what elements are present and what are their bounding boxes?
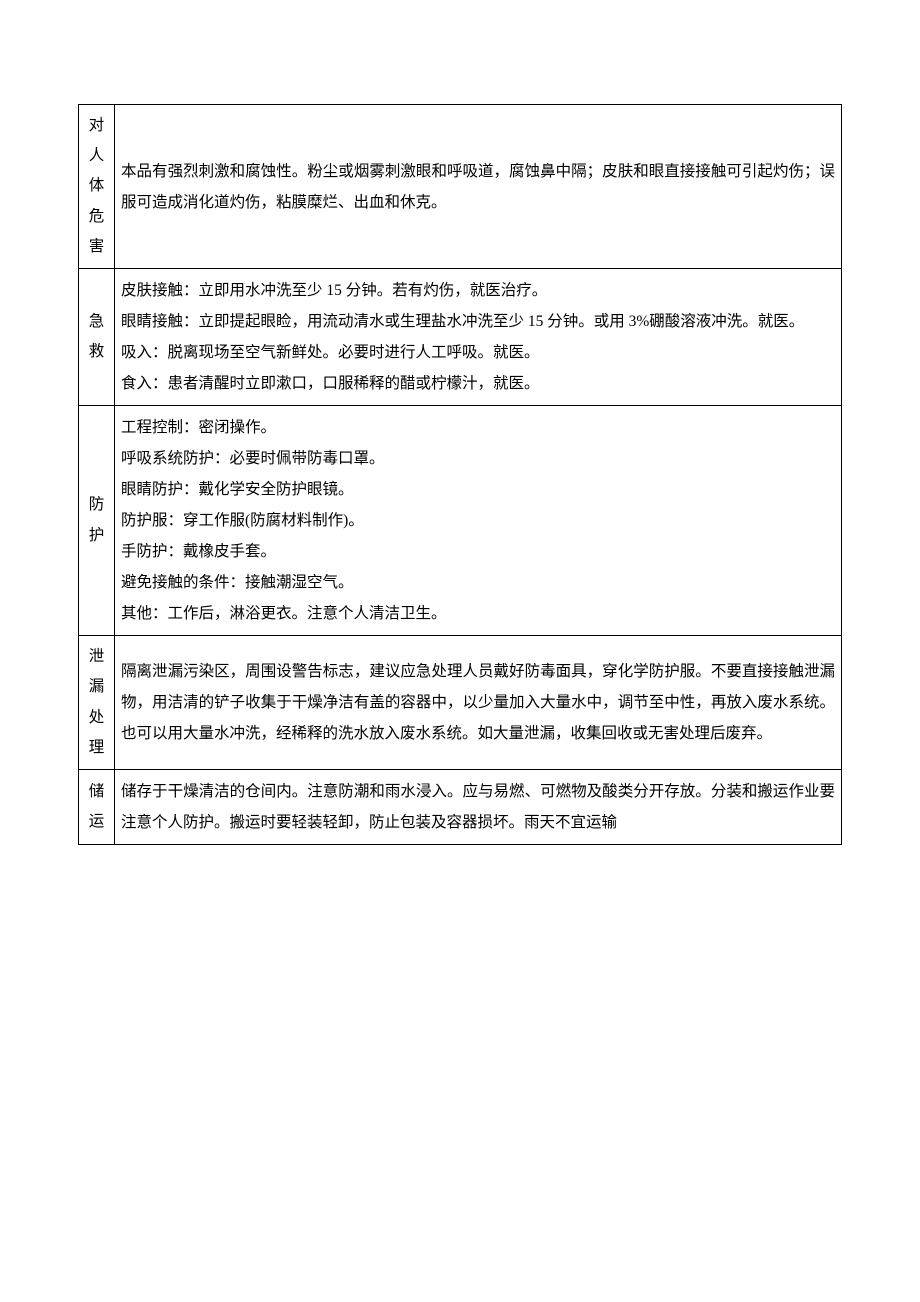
- row-content-storage: 储存于干燥清洁的仓间内。注意防潮和雨水浸入。应与易燃、可燃物及酸类分开存放。分装…: [115, 769, 842, 844]
- safety-table: 对人体危害 本品有强烈刺激和腐蚀性。粉尘或烟雾刺激眼和呼吸道，腐蚀鼻中隔；皮肤和…: [78, 104, 842, 845]
- row-label-leak: 泄漏处理: [79, 636, 115, 770]
- row-label-storage: 储运: [79, 769, 115, 844]
- row-label-hazard: 对人体危害: [79, 105, 115, 269]
- row-content-hazard: 本品有强烈刺激和腐蚀性。粉尘或烟雾刺激眼和呼吸道，腐蚀鼻中隔；皮肤和眼直接接触可…: [115, 105, 842, 269]
- row-content-firstaid: 皮肤接触：立即用水冲洗至少 15 分钟。若有灼伤，就医治疗。 眼睛接触：立即提起…: [115, 269, 842, 406]
- table-row: 泄漏处理 隔离泄漏污染区，周围设警告标志，建议应急处理人员戴好防毒面具，穿化学防…: [79, 636, 842, 770]
- row-label-protection: 防护: [79, 406, 115, 636]
- table-row: 对人体危害 本品有强烈刺激和腐蚀性。粉尘或烟雾刺激眼和呼吸道，腐蚀鼻中隔；皮肤和…: [79, 105, 842, 269]
- row-content-leak: 隔离泄漏污染区，周围设警告标志，建议应急处理人员戴好防毒面具，穿化学防护服。不要…: [115, 636, 842, 770]
- table-row: 储运 储存于干燥清洁的仓间内。注意防潮和雨水浸入。应与易燃、可燃物及酸类分开存放…: [79, 769, 842, 844]
- table-body: 对人体危害 本品有强烈刺激和腐蚀性。粉尘或烟雾刺激眼和呼吸道，腐蚀鼻中隔；皮肤和…: [79, 105, 842, 845]
- document-page: 对人体危害 本品有强烈刺激和腐蚀性。粉尘或烟雾刺激眼和呼吸道，腐蚀鼻中隔；皮肤和…: [0, 0, 920, 845]
- table-row: 急救 皮肤接触：立即用水冲洗至少 15 分钟。若有灼伤，就医治疗。 眼睛接触：立…: [79, 269, 842, 406]
- row-label-firstaid: 急救: [79, 269, 115, 406]
- table-row: 防护 工程控制：密闭操作。 呼吸系统防护：必要时佩带防毒口罩。 眼睛防护：戴化学…: [79, 406, 842, 636]
- row-content-protection: 工程控制：密闭操作。 呼吸系统防护：必要时佩带防毒口罩。 眼睛防护：戴化学安全防…: [115, 406, 842, 636]
